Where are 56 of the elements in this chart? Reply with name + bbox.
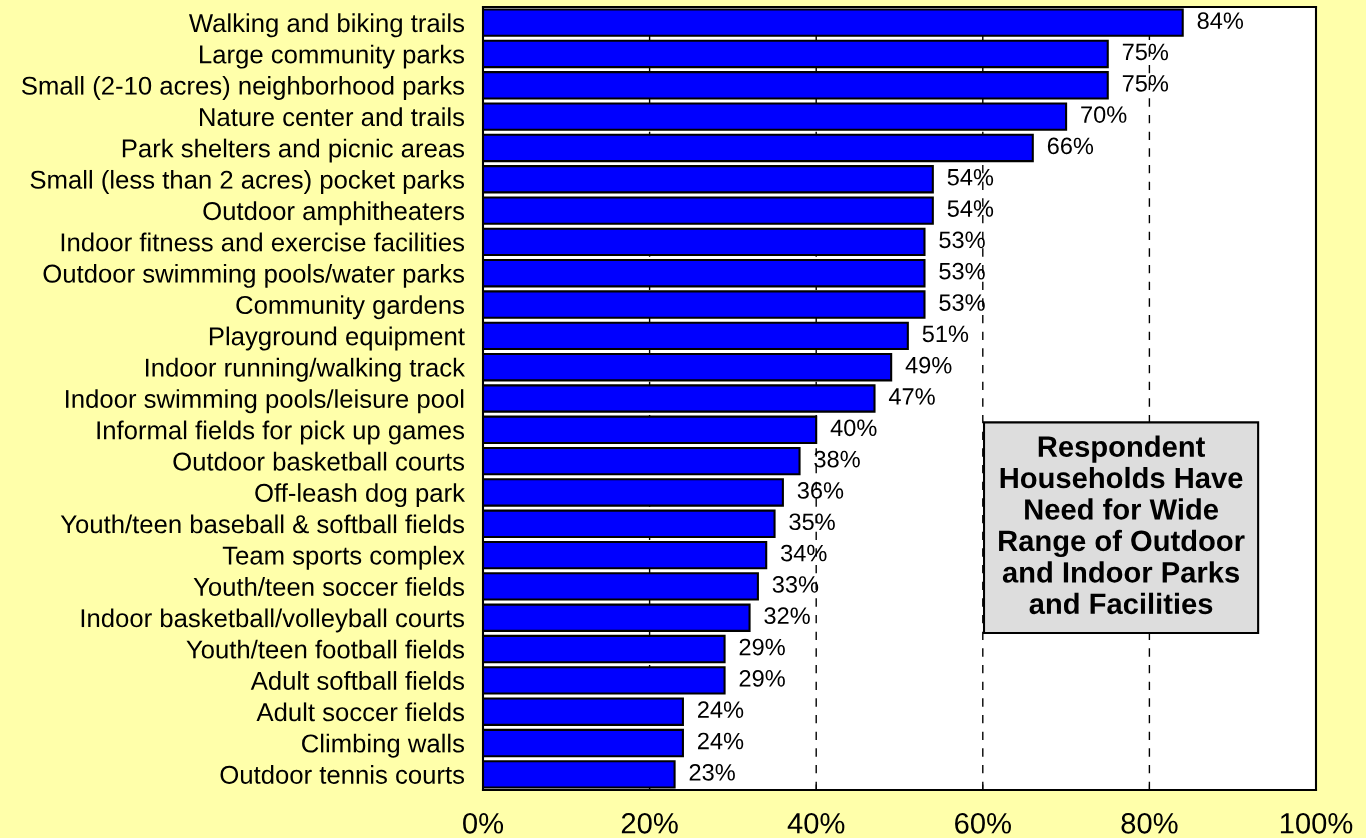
data-label: 32%	[764, 607, 810, 625]
y-tick-label: Team sports complex	[222, 545, 465, 570]
y-tick-label: Outdoor swimming pools/water parks	[43, 263, 465, 288]
data-label: 54%	[947, 168, 994, 186]
data-label: 29%	[739, 638, 785, 656]
data-label: 38%	[814, 450, 860, 468]
y-tick-label: Youth/teen football fields	[186, 639, 465, 659]
x-tick-label: 60%	[955, 812, 1011, 834]
y-tick-label: Youth/teen soccer fields	[193, 577, 465, 596]
data-label: 75%	[1122, 75, 1169, 92]
y-tick-label: Adult soccer fields	[256, 702, 465, 722]
x-tick-label: 40%	[787, 812, 845, 834]
data-label: 84%	[1197, 12, 1244, 29]
y-tick-label: Outdoor amphitheaters	[203, 201, 465, 226]
data-label: 70%	[1081, 106, 1127, 123]
y-tick-label: Large community parks	[200, 44, 465, 69]
y-tick-label: Small (less than 2 acres) pocket parks	[30, 169, 465, 194]
y-tick-label: Playground equipment	[209, 326, 465, 351]
x-tick-label: 0%	[463, 812, 504, 834]
data-label: 24%	[698, 701, 744, 718]
data-label: 29%	[739, 670, 785, 687]
y-tick-label: Off-leash dog park	[255, 483, 465, 508]
data-label: 51%	[922, 325, 969, 343]
y-tick-label: Indoor basketball/volleyball courts	[81, 608, 465, 633]
y-tick-label: Indoor running/walking track	[145, 357, 465, 382]
data-label: 66%	[1047, 137, 1094, 155]
data-label: 34%	[781, 544, 827, 562]
data-label: 40%	[830, 419, 877, 437]
y-tick-label: Nature center and trails	[200, 107, 465, 127]
data-label: 53%	[939, 294, 985, 311]
data-label: 53%	[939, 262, 985, 280]
y-tick-label: Small (2-10 acres) neighborhood parks	[21, 75, 465, 100]
data-label: 24%	[698, 732, 744, 750]
data-label: 49%	[905, 356, 952, 374]
data-label: 33%	[772, 576, 819, 593]
y-tick-label: Park shelters and picnic areas	[122, 138, 465, 163]
data-label: 47%	[888, 388, 935, 405]
data-label: 23%	[689, 763, 735, 781]
x-tick-label: 80%	[1121, 812, 1178, 834]
x-tick-label: 100%	[1280, 812, 1353, 834]
y-tick-label: Outdoor tennis courts	[220, 765, 465, 784]
x-tick-label: 20%	[621, 812, 678, 834]
y-tick-label: Indoor fitness and exercise facilities	[61, 232, 465, 252]
y-tick-label: Informal fields for pick up games	[97, 420, 465, 445]
y-tick-label: Youth/teen baseball & softball fields	[60, 514, 465, 534]
y-tick-label: Walking and biking trails	[188, 13, 465, 38]
y-tick-label: Adult softball fields	[250, 671, 465, 690]
y-tick-label: Outdoor basketball courts	[173, 451, 465, 471]
data-label: 35%	[789, 513, 835, 531]
y-tick-label: Climbing walls	[302, 733, 465, 758]
data-label: 53%	[939, 231, 985, 249]
annotation: Respondent Households Have Need for Wide Range of Outdoor and Indoor Parks and Facilities	[999, 435, 1245, 615]
y-tick-label: Indoor swimming pools/leisure pool	[66, 389, 464, 414]
data-label: 54%	[947, 200, 994, 217]
y-tick-label: Community gardens	[236, 295, 465, 320]
data-label: 36%	[797, 482, 844, 499]
